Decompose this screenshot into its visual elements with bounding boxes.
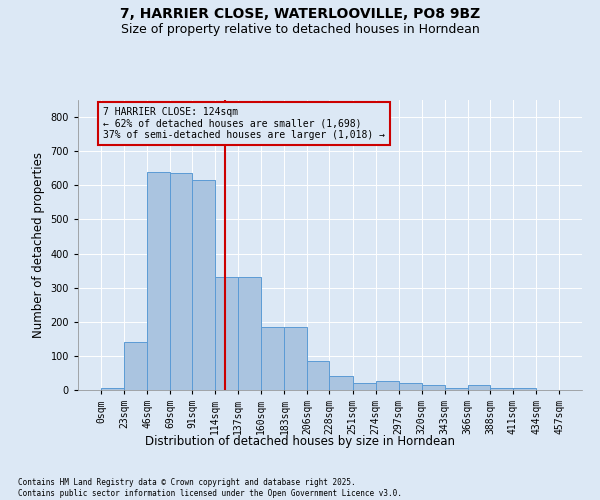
Bar: [262, 327, 284, 390]
Text: Distribution of detached houses by size in Horndean: Distribution of detached houses by size …: [145, 435, 455, 448]
Bar: [353, 383, 376, 390]
Bar: [215, 278, 238, 390]
Text: Size of property relative to detached houses in Horndean: Size of property relative to detached ho…: [121, 22, 479, 36]
Bar: [513, 388, 536, 390]
Bar: [101, 388, 124, 390]
Bar: [238, 278, 262, 390]
Y-axis label: Number of detached properties: Number of detached properties: [32, 152, 45, 338]
Bar: [124, 342, 147, 390]
Text: Contains HM Land Registry data © Crown copyright and database right 2025.
Contai: Contains HM Land Registry data © Crown c…: [18, 478, 402, 498]
Bar: [192, 180, 215, 390]
Bar: [490, 388, 513, 390]
Text: 7, HARRIER CLOSE, WATERLOOVILLE, PO8 9BZ: 7, HARRIER CLOSE, WATERLOOVILLE, PO8 9BZ: [120, 8, 480, 22]
Bar: [307, 361, 329, 390]
Bar: [376, 382, 398, 390]
Bar: [284, 327, 307, 390]
Bar: [147, 172, 170, 390]
Bar: [398, 383, 422, 390]
Bar: [329, 376, 353, 390]
Text: 7 HARRIER CLOSE: 124sqm
← 62% of detached houses are smaller (1,698)
37% of semi: 7 HARRIER CLOSE: 124sqm ← 62% of detache…: [103, 107, 385, 140]
Bar: [422, 385, 445, 390]
Bar: [445, 388, 468, 390]
Bar: [170, 174, 192, 390]
Bar: [468, 385, 490, 390]
